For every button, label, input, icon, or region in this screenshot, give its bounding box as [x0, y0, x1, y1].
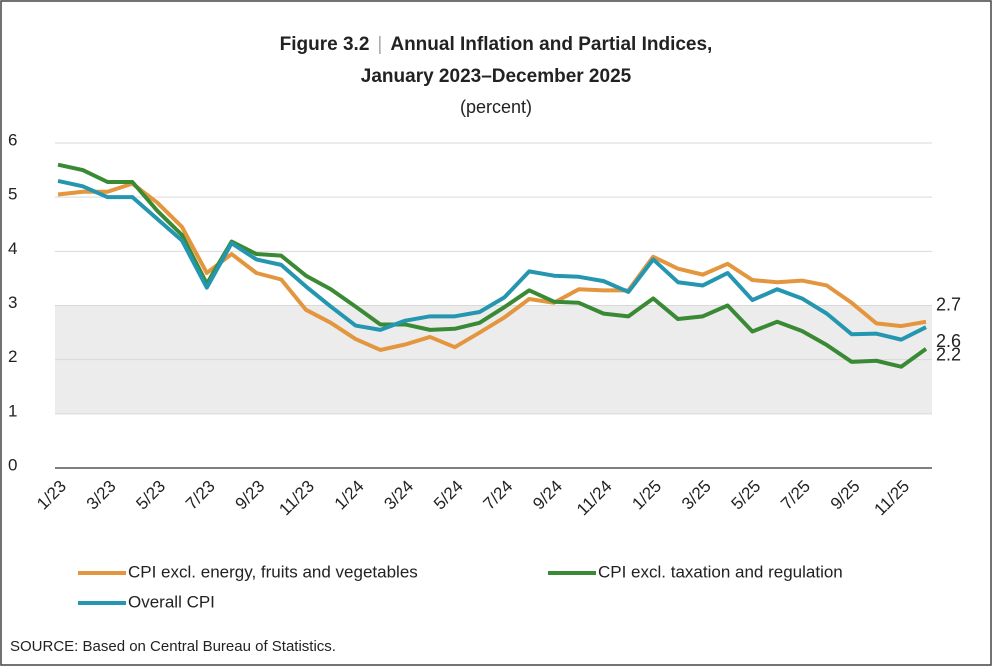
y-tick-label: 5	[8, 185, 17, 204]
end-label: 2.6	[936, 331, 961, 351]
legend-label: CPI excl. energy, fruits and vegetables	[128, 562, 418, 581]
legend-label: Overall CPI	[128, 592, 215, 611]
series-line	[57, 181, 927, 352]
y-tick-label: 2	[8, 347, 17, 366]
y-tick-label: 3	[8, 293, 17, 312]
y-tick-label: 6	[8, 130, 17, 149]
figure-label: Figure 3.2	[280, 34, 370, 55]
title-separator: |	[377, 34, 382, 55]
title-line: Annual Inflation and Partial Indices,	[390, 34, 712, 55]
chart-title: Figure 3.2 | Annual Inflation and Partial …	[280, 34, 713, 55]
end-label: 2.7	[936, 295, 961, 315]
y-tick-label: 0	[8, 455, 17, 474]
subtitle: (percent)	[460, 97, 532, 117]
end-label: 2.2	[936, 345, 961, 365]
series-line	[57, 178, 927, 342]
y-tick-label: 1	[8, 401, 17, 420]
source: SOURCE: Based on Central Bureau of Stati…	[10, 638, 336, 655]
title-line: January 2023–December 2025	[361, 66, 632, 87]
legend-label: CPI excl. taxation and regulation	[598, 562, 843, 581]
y-tick-label: 4	[8, 239, 17, 258]
